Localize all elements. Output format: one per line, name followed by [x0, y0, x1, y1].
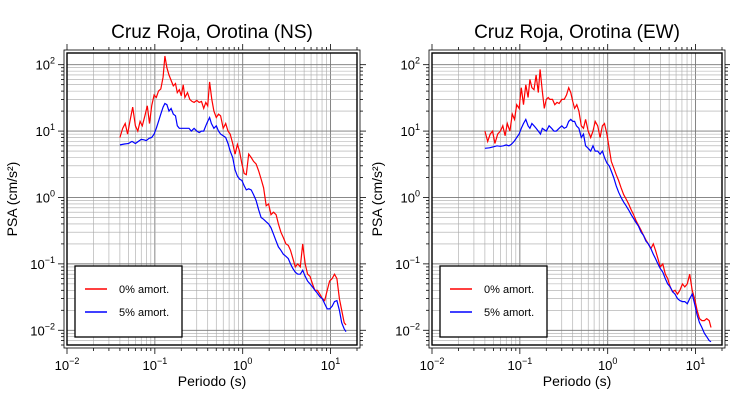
y-tick-label: 101	[401, 122, 420, 139]
y-tick-label: 102	[401, 56, 420, 73]
y-tick-label: 102	[36, 56, 55, 73]
x-tick-label: 10−2	[420, 356, 445, 373]
y-tick-label: 10−2	[30, 321, 55, 338]
series-line-2	[484, 117, 712, 343]
x-axis-label: Periodo (s)	[543, 373, 611, 389]
plot-frame	[431, 52, 723, 346]
y-tick-label: 100	[36, 188, 55, 205]
y-axis-label: PSA (cm/s²)	[4, 162, 20, 237]
y-tick-label: 10−1	[395, 255, 420, 272]
plot-frame-outer	[63, 49, 361, 349]
legend-label: 0% amort.	[484, 284, 534, 296]
legend: 0% amort. 5% amort.	[439, 265, 548, 338]
x-tick-label: 101	[686, 356, 705, 373]
x-tick-label: 10−1	[142, 356, 167, 373]
plot-frame	[66, 52, 358, 346]
x-tick-label: 10−2	[55, 356, 80, 373]
x-tick-label: 101	[321, 356, 340, 373]
legend-box	[74, 265, 183, 338]
y-tick-label: 100	[401, 188, 420, 205]
x-tick-label: 100	[598, 356, 617, 373]
series-line-1	[119, 55, 347, 326]
chart-title: Cruz Roja, Orotina (NS)	[111, 22, 313, 43]
chart-panel-2: 10−2 10−1 100 101 10−2 10−1 100 101 102 Cruz Roja…	[369, 22, 730, 389]
legend: 0% amort. 5% amort.	[74, 265, 183, 338]
legend-label: 5% amort.	[484, 307, 534, 319]
chart-title: Cruz Roja, Orotina (EW)	[474, 22, 680, 43]
x-axis-label: Periodo (s)	[178, 373, 246, 389]
y-axis-label: PSA (cm/s²)	[369, 162, 385, 237]
legend-label: 5% amort.	[119, 307, 169, 319]
y-tick-label: 101	[36, 122, 55, 139]
legend-label: 0% amort.	[119, 284, 169, 296]
y-tick-label: 10−1	[30, 255, 55, 272]
legend-box	[439, 265, 548, 338]
x-tick-label: 10−1	[507, 356, 532, 373]
y-tick-label: 10−2	[395, 321, 420, 338]
series-line-2	[119, 102, 347, 333]
x-tick-label: 100	[233, 356, 252, 373]
chart-panel-1: 10−2 10−1 100 101 10−2 10−1 100 101 102 Cruz Roja…	[4, 22, 366, 389]
plot-frame-outer	[428, 49, 726, 349]
